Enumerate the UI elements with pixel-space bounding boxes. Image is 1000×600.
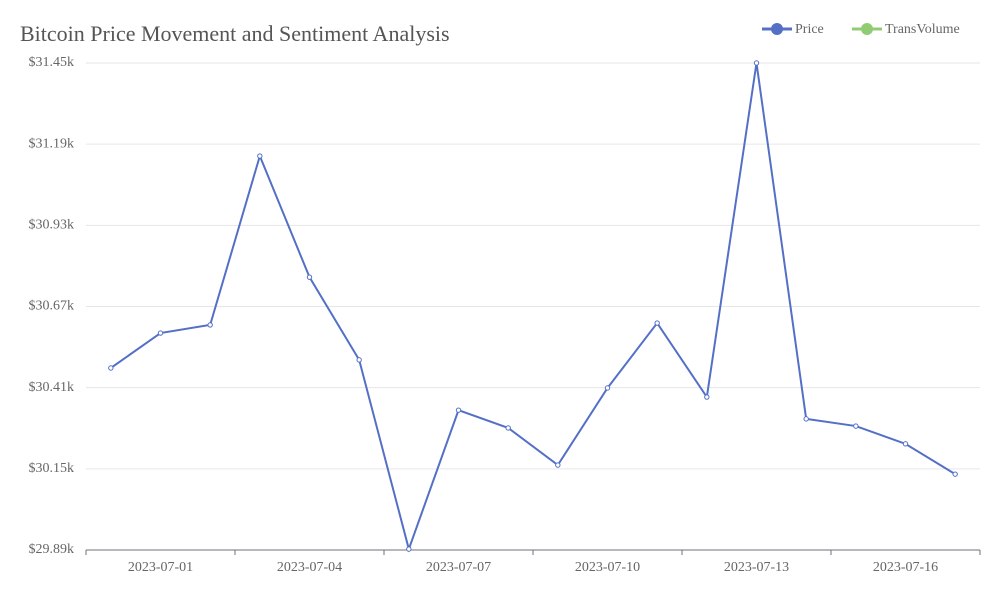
- point: [704, 394, 710, 400]
- x-tick-label: 2023-07-13: [724, 560, 789, 575]
- y-tick-label: $30.67k: [29, 299, 75, 314]
- legend-marker: [861, 23, 873, 35]
- point: [356, 357, 362, 363]
- price-line: [110, 62, 956, 553]
- point: [853, 423, 859, 429]
- x-tick-label: 2023-07-07: [426, 560, 491, 575]
- y-tick-label: $31.45k: [29, 55, 75, 70]
- point: [306, 274, 313, 280]
- point: [555, 462, 561, 468]
- legend-marker: [771, 23, 783, 35]
- point: [157, 330, 164, 336]
- x-tick-label: 2023-07-16: [873, 560, 938, 575]
- point: [902, 441, 909, 447]
- y-tick-label: $31.19k: [29, 136, 75, 151]
- point: [604, 385, 611, 391]
- point: [803, 416, 809, 422]
- x-tick-label: 2023-07-10: [575, 560, 640, 575]
- y-tick-label: $30.41k: [29, 380, 75, 395]
- x-tick-label: 2023-07-01: [128, 560, 193, 575]
- y-tick-label: $30.15k: [29, 461, 75, 476]
- point: [952, 471, 958, 477]
- point: [108, 365, 114, 371]
- y-tick-label: $29.89k: [29, 542, 75, 557]
- x-tick-label: 2023-07-04: [277, 560, 342, 575]
- point: [455, 407, 462, 413]
- legend-label: TransVolume: [885, 22, 960, 37]
- point: [753, 60, 760, 66]
- point: [257, 153, 263, 159]
- legend-label: Price: [795, 22, 824, 37]
- point: [654, 320, 660, 326]
- chart-title: Bitcoin Price Movement and Sentiment Ana…: [20, 21, 450, 46]
- point: [207, 322, 213, 328]
- point: [406, 546, 412, 552]
- y-tick-label: $30.93k: [29, 218, 75, 233]
- point: [505, 425, 511, 431]
